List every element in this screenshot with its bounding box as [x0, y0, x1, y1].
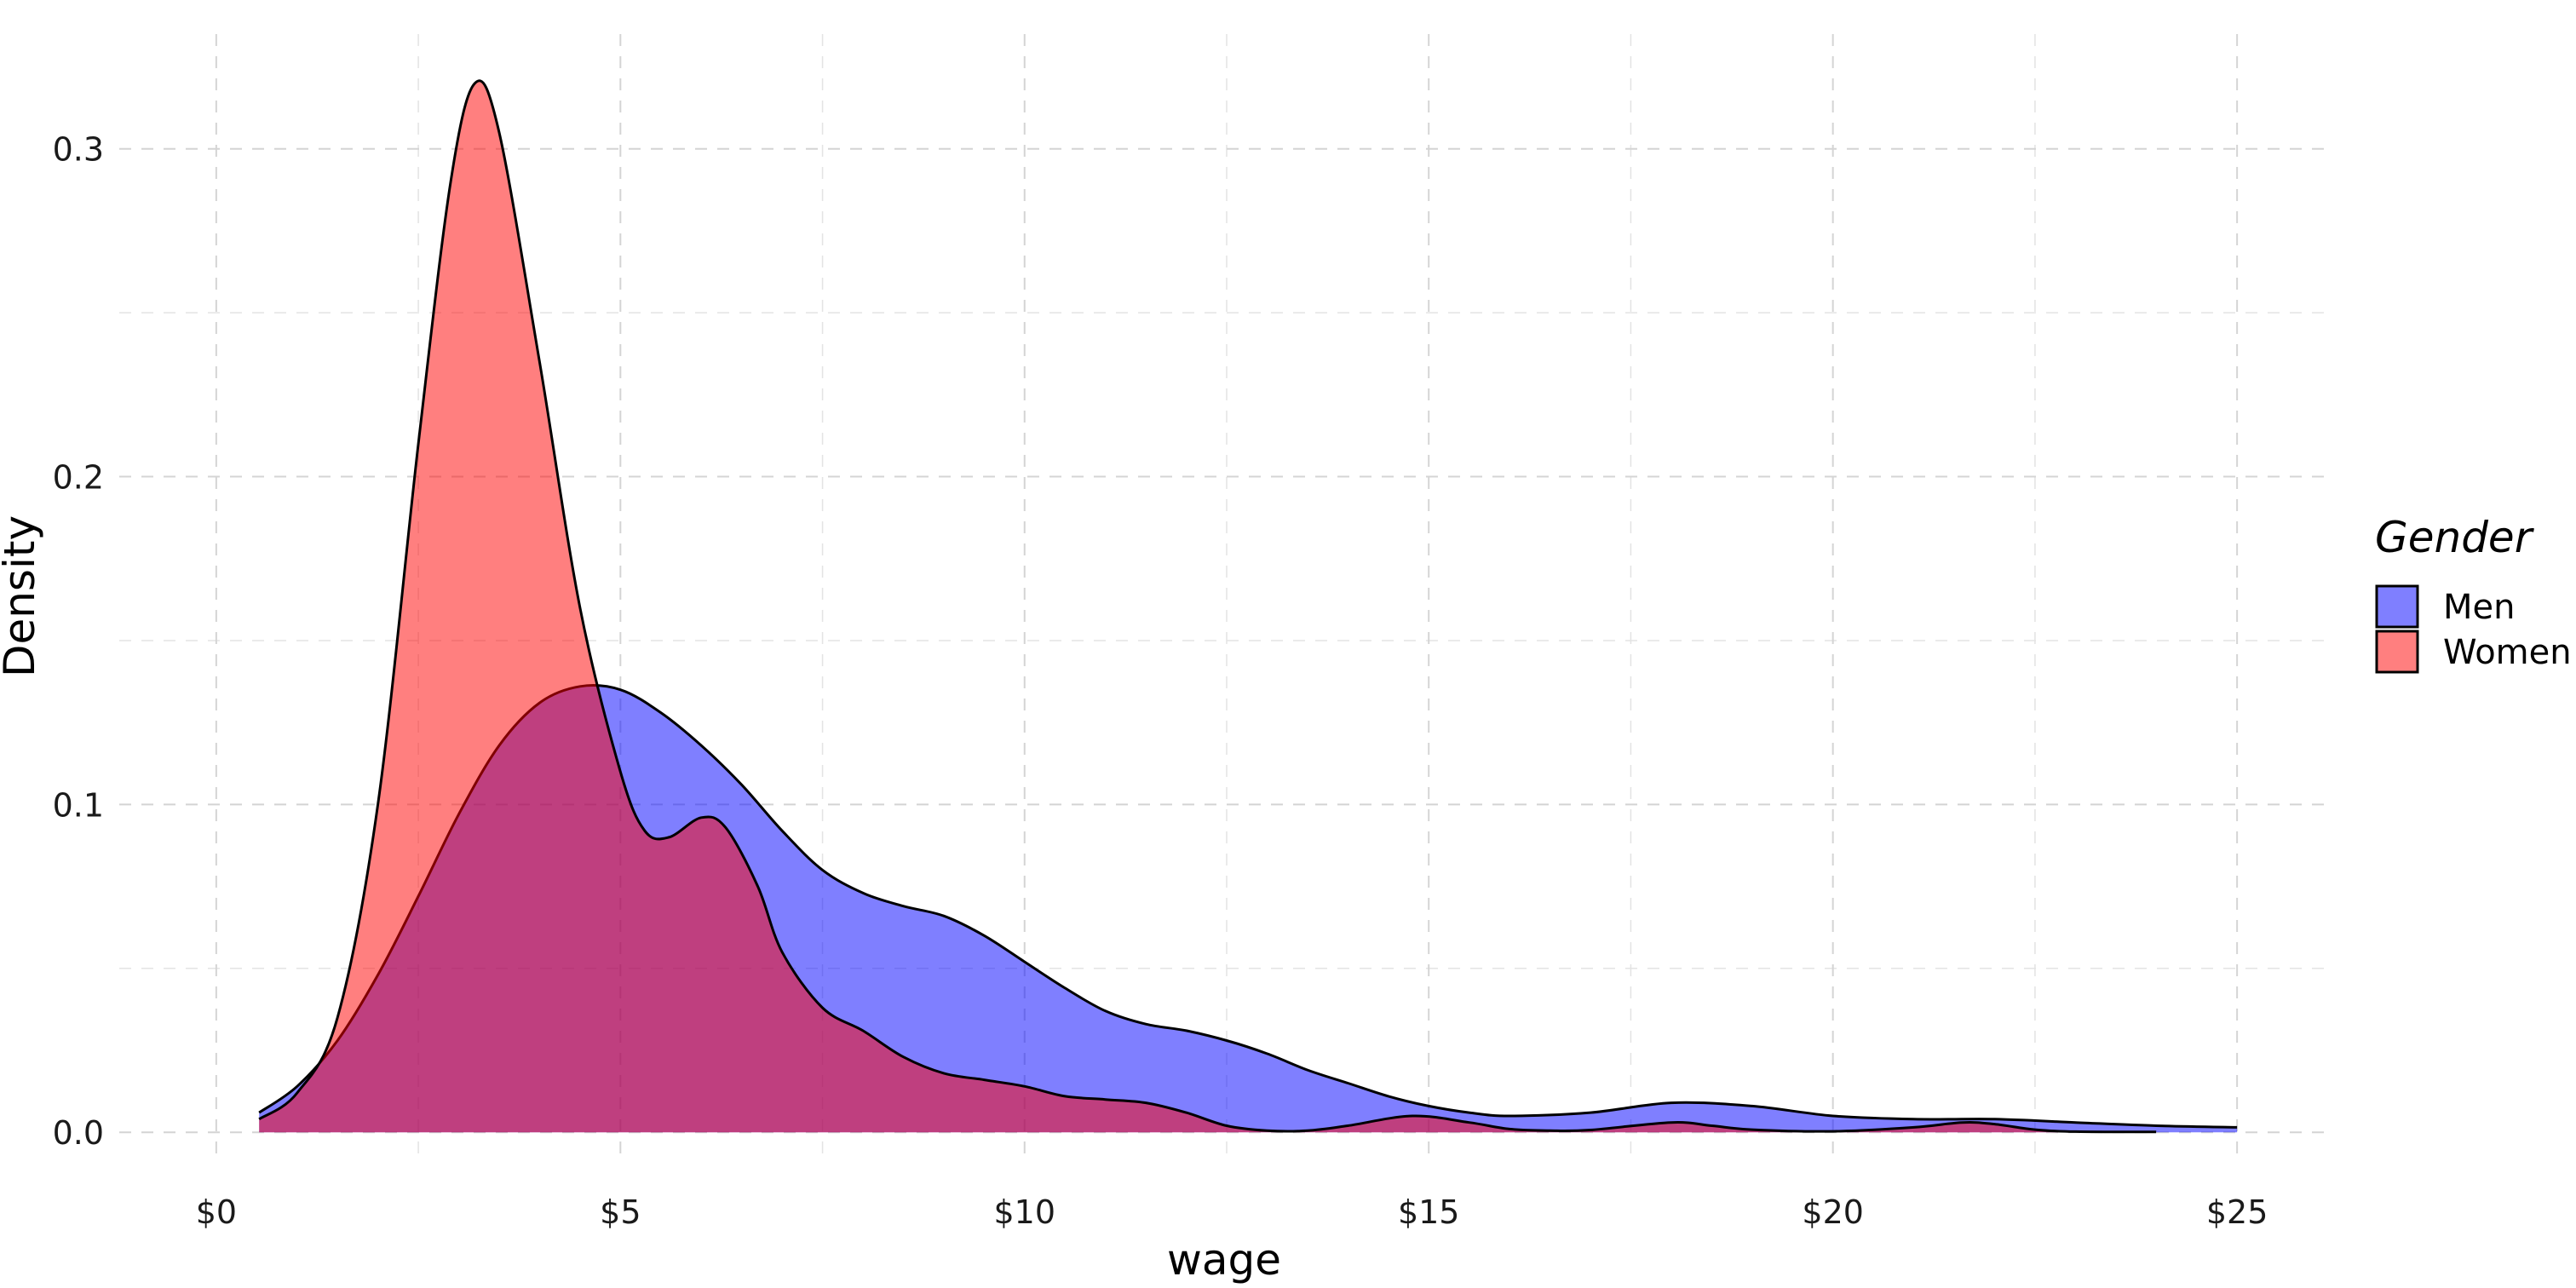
x-tick-label: $0 [196, 1193, 237, 1231]
x-tick-label: $10 [994, 1193, 1056, 1231]
grid [119, 34, 2334, 1159]
legend-key-men [2375, 584, 2419, 629]
y-tick-label: 0.3 [53, 131, 104, 169]
x-tick-label: $25 [2206, 1193, 2268, 1231]
density-area-women [259, 80, 2157, 1133]
legend-label-men: Men [2443, 588, 2515, 627]
legend: Gender Men Women [2375, 513, 2572, 674]
y-tick-label: 0.0 [53, 1114, 104, 1152]
y-tick-label: 0.1 [53, 786, 104, 824]
density-line-women [258, 79, 2157, 1134]
y-axis-title: Density [0, 515, 44, 677]
y-axis-ticks: 0.0 0.1 0.2 0.3 [53, 131, 104, 1153]
density-areas [258, 79, 2238, 1134]
legend-title: Gender [2375, 513, 2535, 562]
x-tick-label: $15 [1398, 1193, 1460, 1231]
legend-label-women: Women [2443, 633, 2572, 672]
x-axis-ticks: $0 $5 $10 $15 $20 $25 [196, 1193, 2268, 1231]
x-tick-label: $20 [1802, 1193, 1864, 1231]
x-tick-label: $5 [600, 1193, 641, 1231]
y-tick-label: 0.2 [53, 459, 104, 497]
legend-key-women [2375, 630, 2419, 674]
x-axis-title: wage [1167, 1235, 1281, 1285]
